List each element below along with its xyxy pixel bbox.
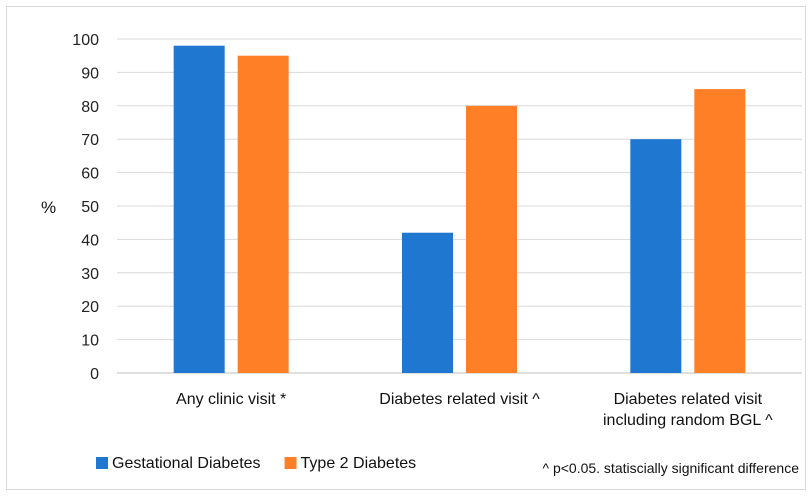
y-tick-label: 40 — [81, 232, 99, 249]
chart-frame: 0 10 20 30 40 50 60 70 80 90 100 % Any clinic visi… — [6, 6, 806, 490]
y-tick-label: 100 — [72, 32, 99, 49]
grid-lines — [117, 38, 802, 374]
bars — [173, 45, 746, 374]
y-axis-ticks: 0 10 20 30 40 50 60 70 80 90 100 — [72, 32, 99, 383]
bar — [237, 55, 289, 373]
legend-label: Type 2 Diabetes — [301, 455, 417, 472]
y-tick-label: 20 — [81, 299, 99, 316]
category-label: Diabetes related visit including random B… — [603, 391, 773, 429]
legend: Gestational Diabetes Type 2 Diabetes — [96, 455, 416, 472]
legend-label: Gestational Diabetes — [112, 455, 261, 472]
y-tick-label: 10 — [81, 333, 99, 350]
bar — [173, 45, 225, 374]
y-tick-label: 80 — [81, 99, 99, 116]
y-axis-label: % — [41, 198, 56, 217]
bar — [694, 89, 746, 373]
bar — [402, 232, 453, 373]
bar-chart: 0 10 20 30 40 50 60 70 80 90 100 % Any clinic visi… — [41, 32, 802, 476]
y-tick-label: 50 — [81, 199, 99, 216]
y-tick-label: 70 — [81, 132, 99, 149]
significance-note: ^ p<0.05. statiscially significant diffe… — [542, 460, 799, 476]
category-labels: Any clinic visit * Diabetes related visit… — [176, 391, 773, 429]
legend-swatch — [96, 457, 108, 469]
category-label: Any clinic visit * — [176, 391, 286, 408]
bar — [630, 139, 682, 373]
y-tick-label: 0 — [90, 366, 99, 383]
legend-swatch — [284, 457, 297, 469]
bar — [466, 105, 517, 374]
y-tick-label: 30 — [81, 266, 99, 283]
y-tick-label: 60 — [81, 166, 99, 183]
y-tick-label: 90 — [81, 65, 99, 82]
category-label: Diabetes related visit ^ — [379, 391, 540, 408]
